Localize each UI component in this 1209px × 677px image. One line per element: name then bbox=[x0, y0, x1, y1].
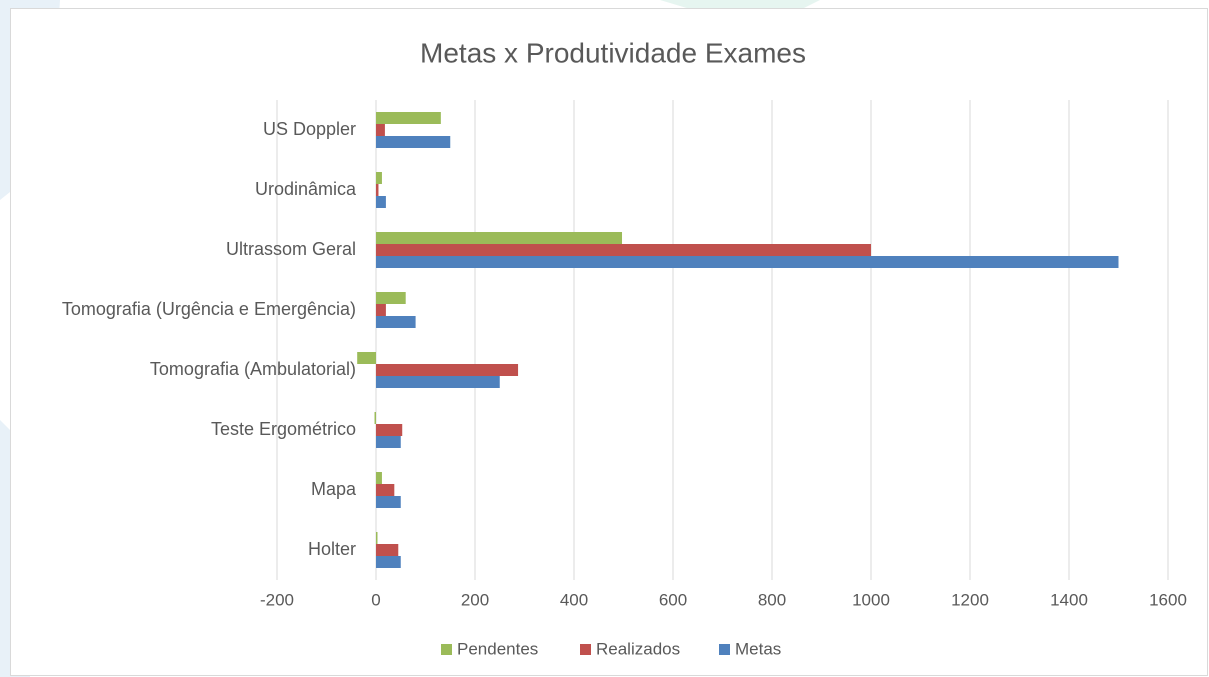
x-tick-label: 600 bbox=[659, 590, 687, 609]
bar bbox=[376, 172, 382, 184]
legend-swatch bbox=[580, 644, 591, 655]
bar bbox=[376, 184, 379, 196]
bar bbox=[376, 436, 401, 448]
y-tick-label: Tomografia (Ambulatorial) bbox=[150, 359, 356, 379]
y-tick-label: US Doppler bbox=[263, 119, 356, 139]
bar bbox=[376, 136, 451, 148]
y-tick-label: Tomografia (Urgência e Emergência) bbox=[62, 299, 356, 319]
bar bbox=[376, 544, 399, 556]
bar bbox=[376, 484, 395, 496]
legend-swatch bbox=[719, 644, 730, 655]
bar bbox=[376, 232, 623, 244]
bar bbox=[376, 424, 403, 436]
y-tick-label: Teste Ergométrico bbox=[211, 419, 356, 439]
bar bbox=[376, 496, 401, 508]
bar bbox=[376, 304, 386, 316]
bar bbox=[376, 124, 385, 136]
legend-label: Pendentes bbox=[457, 639, 538, 658]
y-tick-label: Mapa bbox=[311, 479, 357, 499]
x-tick-label: 0 bbox=[371, 590, 380, 609]
bar bbox=[376, 256, 1119, 268]
x-tick-label: 400 bbox=[560, 590, 588, 609]
bar bbox=[376, 532, 378, 544]
y-tick-label: Ultrassom Geral bbox=[226, 239, 356, 259]
x-tick-label: 1200 bbox=[951, 590, 989, 609]
x-tick-label: 800 bbox=[758, 590, 786, 609]
bar bbox=[376, 196, 386, 208]
y-tick-label: Holter bbox=[308, 539, 356, 559]
x-tick-label: 200 bbox=[461, 590, 489, 609]
x-tick-label: 1400 bbox=[1050, 590, 1088, 609]
x-tick-label: -200 bbox=[260, 590, 294, 609]
bar bbox=[376, 364, 519, 376]
bar bbox=[376, 376, 500, 388]
chart-frame bbox=[10, 8, 1208, 676]
x-tick-label: 1600 bbox=[1149, 590, 1187, 609]
bar bbox=[374, 412, 376, 424]
legend-label: Realizados bbox=[596, 639, 680, 658]
legend-label: Metas bbox=[735, 639, 781, 658]
x-tick-label: 1000 bbox=[852, 590, 890, 609]
legend-swatch bbox=[441, 644, 452, 655]
bar bbox=[376, 472, 382, 484]
chart-title: Metas x Produtividade Exames bbox=[420, 37, 806, 68]
bar bbox=[376, 112, 441, 124]
bar bbox=[376, 316, 416, 328]
bar bbox=[376, 292, 406, 304]
y-tick-label: Urodinâmica bbox=[255, 179, 357, 199]
bar bbox=[376, 244, 871, 256]
bar bbox=[376, 556, 401, 568]
bar bbox=[357, 352, 376, 364]
